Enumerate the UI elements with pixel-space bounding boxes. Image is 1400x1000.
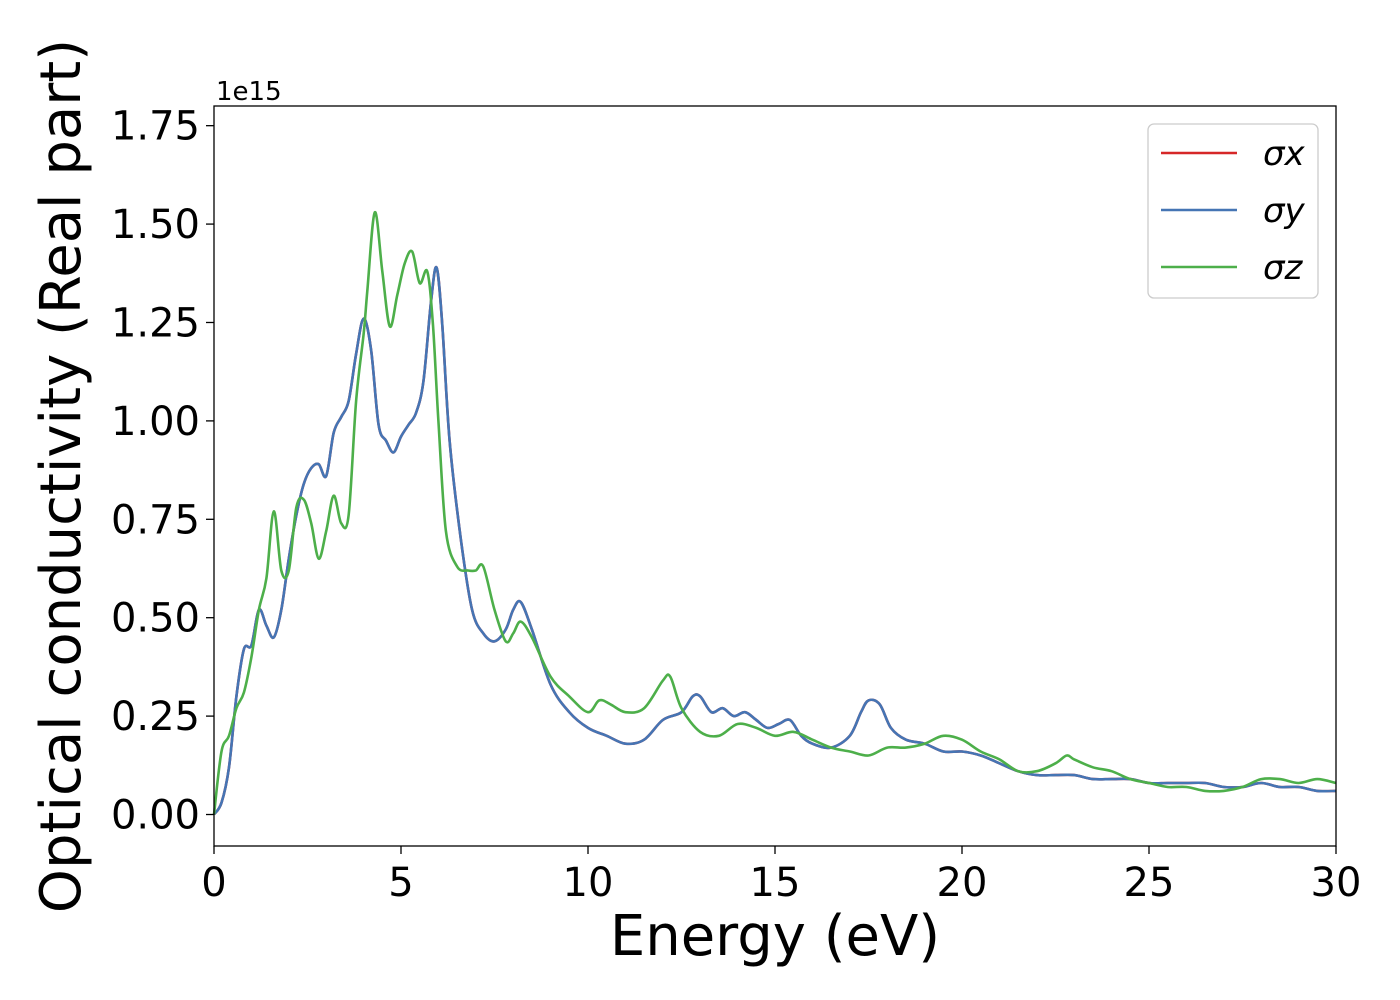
y-tick-label: 1.75	[111, 104, 200, 150]
y-tick-label: 1.00	[111, 399, 200, 445]
y-axis-label: Optical conductivity (Real part)	[29, 39, 94, 913]
series-line-3	[212, 210, 1337, 815]
x-tick-label: 25	[1124, 860, 1175, 906]
x-tick-label: 5	[388, 860, 413, 906]
y-tick-label: 0.50	[111, 596, 200, 642]
legend: σx σy σz	[1147, 123, 1319, 299]
x-axis: 0 5 10 15 20 25 30	[201, 846, 1361, 906]
legend-label-2: σy	[1263, 191, 1306, 231]
x-tick-label: 0	[201, 860, 226, 906]
y-tick-label: 0.00	[111, 793, 200, 839]
x-axis-label: Energy (eV)	[610, 904, 940, 969]
x-tick-label: 30	[1311, 860, 1362, 906]
y-tick-label: 1.25	[111, 300, 200, 346]
x-tick-label: 15	[750, 860, 801, 906]
y-tick-label: 0.25	[111, 694, 200, 740]
series-layer	[212, 210, 1337, 816]
y-axis: 0.00 0.25 0.50 0.75 1.00 1.25 1.50 1.75	[111, 104, 214, 839]
y-offset-label: 1e15	[216, 77, 282, 107]
x-tick-label: 10	[563, 860, 614, 906]
legend-label-1: σx	[1263, 134, 1306, 174]
x-tick-label: 20	[937, 860, 988, 906]
legend-label-3: σz	[1263, 248, 1304, 288]
y-tick-label: 1.50	[111, 202, 200, 248]
y-tick-label: 0.75	[111, 497, 200, 543]
series-line-2	[212, 265, 1337, 816]
